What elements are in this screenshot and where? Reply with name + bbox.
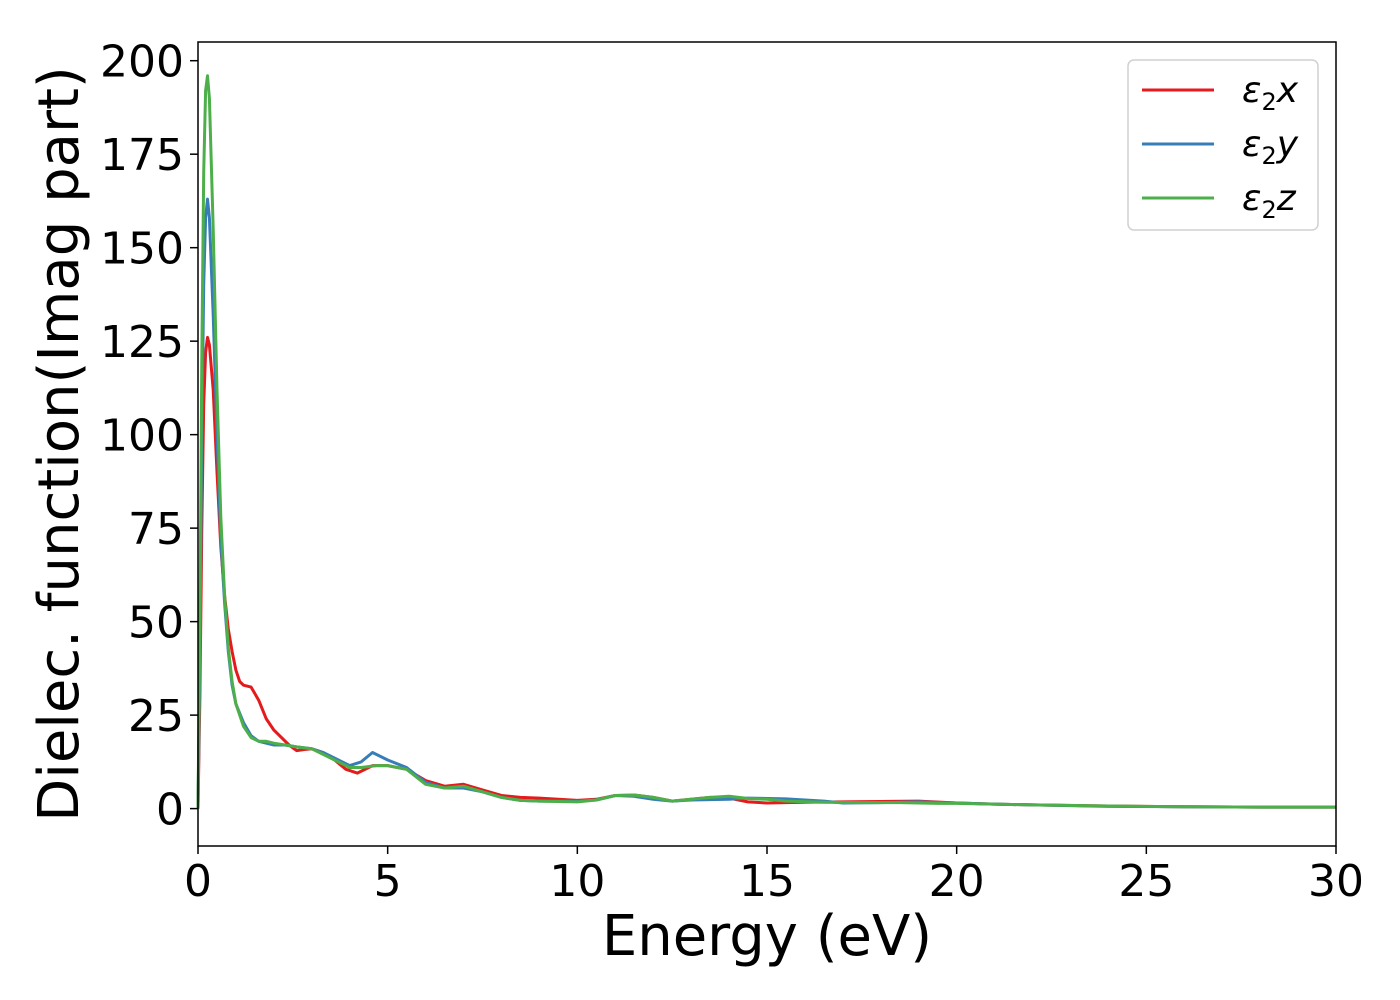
x-axis-ticks: 0 5 10 15 20 25 30 [184, 846, 1364, 907]
y-axis-label: Dielec. function(Imag part) [27, 66, 92, 822]
legend: ε2x ε2y ε2z [1127, 59, 1319, 231]
y-tick-label: 200 [100, 37, 184, 88]
y-tick-label: 100 [100, 411, 184, 462]
legend-entry: ε2x [1242, 70, 1299, 116]
series-line-3 [196, 74, 1336, 809]
x-tick-label: 10 [549, 856, 605, 907]
x-tick-label: 5 [374, 856, 402, 907]
y-axis-ticks: 0 25 50 75 100 125 150 175 200 [100, 37, 198, 836]
legend-box [1127, 59, 1319, 231]
x-tick-label: 15 [739, 856, 795, 907]
x-tick-label: 20 [929, 856, 985, 907]
x-tick-label: 30 [1308, 856, 1364, 907]
x-axis-label: Energy (eV) [602, 904, 932, 969]
legend-entry: ε2y [1242, 124, 1299, 170]
y-tick-label: 75 [128, 504, 184, 555]
y-tick-label: 0 [156, 785, 184, 836]
x-tick-label: 0 [184, 856, 212, 907]
y-tick-label: 25 [128, 691, 184, 742]
y-tick-label: 125 [100, 317, 184, 368]
y-tick-label: 50 [128, 598, 184, 649]
series-layer [196, 74, 1336, 809]
y-tick-label: 150 [100, 224, 184, 275]
y-tick-label: 175 [100, 130, 184, 181]
legend-entry: ε2z [1242, 178, 1297, 224]
x-tick-label: 25 [1118, 856, 1174, 907]
